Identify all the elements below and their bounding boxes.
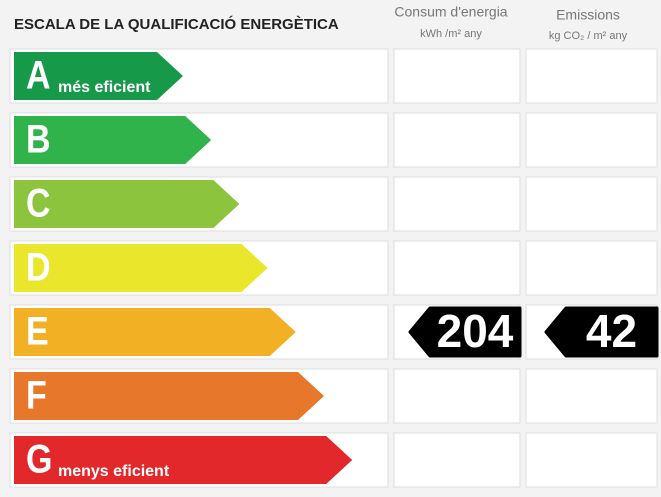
value-box bbox=[525, 240, 658, 296]
rating-badge bbox=[544, 306, 659, 358]
rating-arrow bbox=[14, 244, 268, 292]
title: ESCALA DE LA QUALIFICACIÓ ENERGÈTICA bbox=[14, 15, 339, 33]
value-box bbox=[393, 432, 521, 488]
value-box bbox=[525, 368, 658, 424]
rating-letter: G bbox=[26, 436, 52, 481]
value-box bbox=[393, 176, 521, 232]
rating-arrow bbox=[14, 116, 212, 164]
rating-letter: B bbox=[26, 116, 51, 161]
rating-letter: A bbox=[26, 52, 51, 97]
value-box bbox=[393, 240, 521, 296]
rating-letter: F bbox=[26, 372, 47, 417]
rating-arrow bbox=[14, 436, 353, 484]
rating-letter: E bbox=[26, 308, 49, 353]
column-title: Consum d'energia bbox=[394, 4, 507, 20]
rating-arrow bbox=[14, 180, 240, 228]
value-box bbox=[525, 112, 658, 168]
rating-arrow bbox=[14, 52, 183, 100]
rating-arrow bbox=[14, 372, 324, 420]
rating-value: 42 bbox=[586, 305, 637, 357]
column-unit: kWh /m² any bbox=[420, 28, 482, 40]
column-title: Emissions bbox=[556, 7, 620, 23]
value-box bbox=[525, 48, 658, 104]
rating-badge bbox=[408, 306, 522, 358]
rating-caption: més eficient bbox=[58, 79, 151, 96]
value-box bbox=[525, 176, 658, 232]
rating-caption: menys eficient bbox=[58, 463, 170, 480]
rating-arrow bbox=[14, 308, 296, 356]
value-box bbox=[393, 48, 521, 104]
value-box bbox=[525, 432, 658, 488]
value-box bbox=[393, 368, 521, 424]
rating-letter: D bbox=[26, 244, 51, 289]
column-unit: kg CO₂ / m² any bbox=[549, 30, 628, 42]
rating-value: 204 bbox=[437, 305, 514, 357]
rating-letter: C bbox=[26, 180, 51, 225]
value-box bbox=[393, 112, 521, 168]
